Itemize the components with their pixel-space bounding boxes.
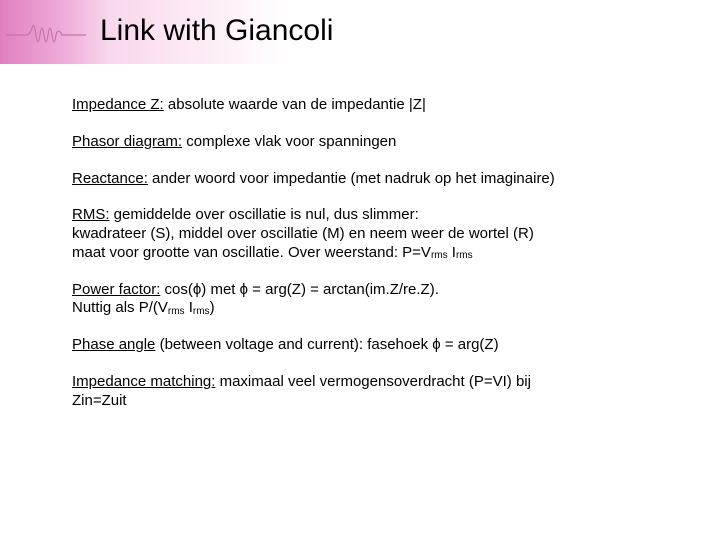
lead-impedance-matching: Impedance matching: (72, 373, 215, 390)
mid-pf: I (185, 299, 193, 316)
sub-rms-2: rms (456, 250, 473, 261)
lead-phasor: Phasor diagram: (72, 133, 182, 150)
content-area: Impedance Z: absolute waarde van de impe… (72, 96, 690, 428)
lead-impedance: Impedance Z: (72, 96, 164, 113)
body-impedance: absolute waarde van de impedantie |Z| (164, 96, 426, 113)
body-phasor: complexe vlak voor spanningen (182, 133, 396, 150)
item-impedance-matching: Impedance matching: maximaal veel vermog… (72, 373, 690, 411)
lead-power-factor: Power factor: (72, 281, 160, 298)
sub-pf-1: rms (168, 306, 185, 317)
lead-rms: RMS: (72, 206, 110, 223)
body-reactance: ander woord voor impedantie (met nadruk … (148, 170, 555, 187)
item-reactance: Reactance: ander woord voor impedantie (… (72, 170, 690, 189)
sub-pf-2: rms (193, 306, 210, 317)
sub-rms-1: rms (431, 250, 448, 261)
slide-title: Link with Giancoli (100, 14, 333, 48)
header-band: Link with Giancoli (0, 0, 720, 64)
item-rms: RMS: gemiddelde over oscillatie is nul, … (72, 206, 690, 262)
lead-rest-phase-angle: (between voltage and current): (155, 336, 363, 353)
lead-reactance: Reactance: (72, 170, 148, 187)
lead-phase-angle: Phase angle (72, 336, 155, 353)
item-power-factor: Power factor: cos(ϕ) met ϕ = arg(Z) = ar… (72, 281, 690, 319)
item-phasor: Phasor diagram: complexe vlak voor spann… (72, 133, 690, 152)
item-impedance: Impedance Z: absolute waarde van de impe… (72, 96, 690, 115)
end-pf: ) (210, 299, 215, 316)
body-phase-angle: fasehoek ϕ = arg(Z) (363, 336, 499, 353)
mid-rms: I (448, 244, 456, 261)
item-phase-angle: Phase angle (between voltage and current… (72, 336, 690, 355)
wave-icon (6, 22, 86, 48)
slide: Link with Giancoli Impedance Z: absolute… (0, 0, 720, 540)
